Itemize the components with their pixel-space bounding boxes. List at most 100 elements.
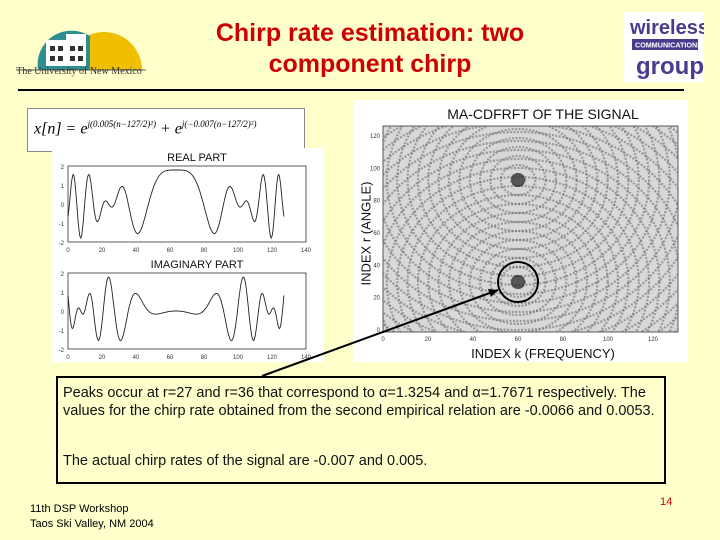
unm-name: The University of New Mexico [16,66,142,77]
cdfrft-interference-pattern [383,126,678,332]
cdfrft-ring [383,157,661,332]
cdfrft-ring [383,126,678,323]
left-plot-x-tick: 140 [301,248,312,254]
connector-line [261,289,499,377]
left-plot-y-tick: 1 [61,291,65,297]
left-plot-x-tick: 100 [233,248,244,254]
explanation-paragraph-1: Peaks occur at r=27 and r=36 that corres… [63,385,655,419]
slide-title: Chirp rate estimation: two component chi… [150,18,590,80]
equation-exponent-1: j(0.005(n−127/2)²) [87,119,156,129]
cdfrft-peak-lower [511,275,525,289]
left-plot-x-tick: 80 [201,355,208,361]
footer: 11th DSP Workshop Taos Ski Valley, NM 20… [30,502,154,532]
cdfrft-ring [437,211,599,332]
left-plot-y-tick: -1 [59,329,65,335]
cdfrft-y-tick: 0 [377,328,381,334]
cdfrft-ring [396,126,640,287]
cdfrft-ring [385,166,651,332]
left-plot-x-tick: 40 [133,355,140,361]
cdfrft-ring [383,126,671,314]
cdfrft-ring [383,139,678,332]
cdfrft-x-tick: 80 [560,337,567,343]
cdfrft-ring [447,220,589,332]
left-plot-x-tick: 120 [267,355,278,361]
cdfrft-ring [416,126,620,269]
cdfrft-x-tick: 20 [425,337,432,343]
cdfrft-x-tick: 0 [381,337,385,343]
signal-equation: x[n] = ej(0.005(n−127/2)²) + ej(−0.007(n… [27,108,305,152]
equation-lhs: x[n] = e [34,120,88,138]
cdfrft-y-tick: 120 [370,134,381,140]
title-divider [18,89,684,91]
cdfrft-ring [478,247,558,317]
equation-plus: + e [155,120,182,138]
left-plot-y-tick: 2 [61,165,65,171]
left-plot-y-tick: 1 [61,184,65,190]
signal-plots: REAL PART IMAGINARY PART 0 0 20 20 40 40 60 60 8… [52,148,324,362]
page-number: 14 [660,496,673,508]
cdfrft-x-tick: 120 [648,337,659,343]
slide-title-line2: component chirp [268,50,472,78]
wireless-word: wireless [629,17,704,39]
cdfrft-peak-upper [511,173,525,187]
cdfrft-svg: 0 20 40 60 80 100 120 120 100 80 60 40 20 0 [370,125,679,343]
imaginary-part-title: IMAGINARY PART [150,259,244,271]
real-part-curve [67,169,285,240]
left-plot-y-tick: -1 [59,222,65,228]
group-word: group [636,53,704,80]
left-plot-x-tick: 60 [167,355,174,361]
left-plot-x-tick: 100 [233,355,244,361]
real-part-axes [67,165,307,243]
left-plot-x-tick: 80 [201,248,208,254]
left-plot-x-tick: 120 [267,248,278,254]
explanation-box: Peaks occur at r=27 and r=36 that corres… [56,376,666,484]
imaginary-part-axes [67,272,307,350]
left-plot-y-tick: 0 [61,203,65,209]
cdfrft-ring [447,126,589,242]
left-plot-x-tick: 140 [301,355,312,361]
cdfrft-ring [383,130,678,229]
cdfrft-ring [499,265,537,299]
cdfrft-y-tick: 60 [373,231,380,237]
left-plot-y-tick: 0 [61,310,65,316]
cdfrft-y-tick: 20 [373,296,380,302]
cdfrft-xlabel: INDEX k (FREQUENCY) [471,346,615,361]
footer-line1: 11th DSP Workshop [30,503,129,515]
cdfrft-y-tick: 80 [373,199,380,205]
cdfrft-y-tick: 40 [373,263,380,269]
cdfrft-ring [383,148,671,332]
cdfrft-plot: MA-CDFRFT OF THE SIGNAL INDEX r (ANGLE) … [353,100,688,362]
real-part-title: REAL PART [167,152,227,164]
cdfrft-x-tick: 60 [515,337,522,343]
peak-highlight-circle [497,261,539,303]
cdfrft-x-tick: 100 [603,337,614,343]
left-plot-y-tick: 2 [61,272,65,278]
left-plot-x-tick: 60 [167,248,174,254]
cdfrft-ring [406,184,630,332]
cdfrft-x-tick: 40 [470,337,477,343]
left-plot-y-tick: -2 [59,348,65,354]
cdfrft-ring [468,238,568,326]
communications-word: COMMUNICATIONS [635,41,702,50]
left-plot-x-tick: 0 [66,248,70,254]
cdfrft-ring [489,256,547,308]
cdfrft-ring [478,145,558,215]
cdfrft-ring [427,126,609,260]
imaginary-part-curve [67,276,285,342]
equation-exponent-2: j(−0.007(n−127/2)²) [181,119,257,129]
cdfrft-y-tick: 100 [370,166,381,172]
cdfrft-ring [416,193,620,332]
slide-title-line1: Chirp rate estimation: two [215,19,525,47]
left-plot-y-tick: -2 [59,241,65,247]
cdfrft-ring [427,202,609,332]
unm-logo [6,12,152,86]
explanation-paragraph-2: The actual chirp rates of the signal are… [63,453,428,469]
connector-arrowhead [488,289,498,297]
cdfrft-ring [383,126,678,332]
cdfrft-ring [385,126,651,296]
footer-line2: Taos Ski Valley, NM 2004 [30,518,154,530]
left-plot-x-tick: 40 [133,248,140,254]
left-plot-x-tick: 20 [99,248,106,254]
left-plot-x-tick: 20 [99,355,106,361]
